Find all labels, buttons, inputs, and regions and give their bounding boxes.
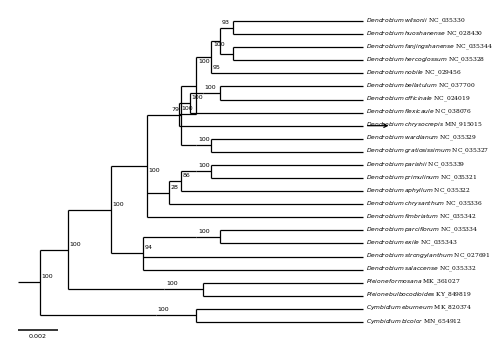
Text: 100: 100 — [112, 202, 124, 207]
Text: $\it{Dendrobium\/wilsonii}$ NC_035330: $\it{Dendrobium\/wilsonii}$ NC_035330 — [366, 16, 465, 26]
Text: 100: 100 — [42, 275, 54, 280]
Text: 100: 100 — [198, 229, 209, 234]
Text: 100: 100 — [213, 42, 224, 47]
Text: $\it{Dendrobium\/huoshanense}$ NC_028430: $\it{Dendrobium\/huoshanense}$ NC_028430 — [366, 29, 483, 39]
Text: 100: 100 — [204, 85, 216, 90]
Text: 100: 100 — [158, 308, 169, 312]
Text: $\it{Dendrobium\/nobile}$ NC_029456: $\it{Dendrobium\/nobile}$ NC_029456 — [366, 69, 461, 78]
Text: $\it{Dendrobium\/primulinum}$ NC_035321: $\it{Dendrobium\/primulinum}$ NC_035321 — [366, 174, 477, 183]
Text: $\it{Cymbidium\/bicolor}$ MN_654912: $\it{Cymbidium\/bicolor}$ MN_654912 — [366, 317, 462, 327]
Text: $\it{Dendrobium\/aphyllum}$ NC_035322: $\it{Dendrobium\/aphyllum}$ NC_035322 — [366, 187, 470, 196]
Text: $\it{Dendrobium\/bellatulum}$ NC_037700: $\it{Dendrobium\/bellatulum}$ NC_037700 — [366, 82, 475, 91]
Text: $\it{Dendrobium\/flexicaule}$ NC_038076: $\it{Dendrobium\/flexicaule}$ NC_038076 — [366, 108, 472, 117]
Text: $\it{Dendrobium\/chrysocrepis}$ MN_915015: $\it{Dendrobium\/chrysocrepis}$ MN_91501… — [366, 121, 482, 130]
Text: 100: 100 — [166, 281, 177, 286]
Text: $\it{Dendrobium\/parciflorum}$ NC_035334: $\it{Dendrobium\/parciflorum}$ NC_035334 — [366, 226, 478, 235]
Text: $\it{Dendrobium\/fimbriatum}$ NC_035342: $\it{Dendrobium\/fimbriatum}$ NC_035342 — [366, 213, 476, 222]
Text: 93: 93 — [222, 20, 230, 25]
Text: 100: 100 — [198, 163, 209, 168]
Text: $\it{Dendrobium\/exile}$ NC_035343: $\it{Dendrobium\/exile}$ NC_035343 — [366, 239, 458, 248]
Text: $\it{Dendrobium\/chrysanthum}$ NC_035336: $\it{Dendrobium\/chrysanthum}$ NC_035336 — [366, 199, 482, 209]
Text: $\it{Cymbidium\/eburneum}$ MK_820374: $\it{Cymbidium\/eburneum}$ MK_820374 — [366, 304, 472, 313]
Text: 0.002: 0.002 — [29, 334, 47, 339]
Text: $\it{Dendrobium\/wardianum}$ NC_035329: $\it{Dendrobium\/wardianum}$ NC_035329 — [366, 134, 476, 144]
Text: $\it{Dendrobium\/salaccense}$ NC_035332: $\it{Dendrobium\/salaccense}$ NC_035332 — [366, 265, 476, 274]
Text: $\it{Dendrobium\/gratiosissimum}$ NC_035327: $\it{Dendrobium\/gratiosissimum}$ NC_035… — [366, 147, 489, 157]
Text: 100: 100 — [192, 95, 203, 100]
Text: $\it{Dendrobium\/strongylanthum}$ NC_027691: $\it{Dendrobium\/strongylanthum}$ NC_027… — [366, 252, 490, 261]
Text: $\it{Dendrobium\/hercoglossum}$ NC_035328: $\it{Dendrobium\/hercoglossum}$ NC_03532… — [366, 56, 485, 65]
Text: 100: 100 — [198, 59, 209, 64]
Text: $\it{Pleione\/formosana}$ MK_361027: $\it{Pleione\/formosana}$ MK_361027 — [366, 278, 460, 287]
Text: $\it{Pleione\/bulbocodioides}$ KY_849819: $\it{Pleione\/bulbocodioides}$ KY_849819 — [366, 291, 472, 300]
Text: 79: 79 — [172, 107, 179, 113]
Text: 94: 94 — [144, 245, 152, 250]
Text: 28: 28 — [170, 185, 178, 190]
Text: 86: 86 — [183, 173, 191, 178]
Text: 100: 100 — [198, 137, 209, 142]
Text: 95: 95 — [213, 65, 221, 70]
Text: 100: 100 — [149, 168, 160, 173]
Text: 100: 100 — [70, 241, 81, 247]
Text: $\it{Dendrobium\/parishii}$ NC_035339: $\it{Dendrobium\/parishii}$ NC_035339 — [366, 160, 465, 169]
Text: 100: 100 — [181, 106, 192, 111]
Text: $\it{Dendrobium\/officinale}$ NC_024019: $\it{Dendrobium\/officinale}$ NC_024019 — [366, 95, 470, 104]
Text: $\it{Dendrobium\/fanjingshanense}$ NC_035344: $\it{Dendrobium\/fanjingshanense}$ NC_03… — [366, 43, 492, 52]
